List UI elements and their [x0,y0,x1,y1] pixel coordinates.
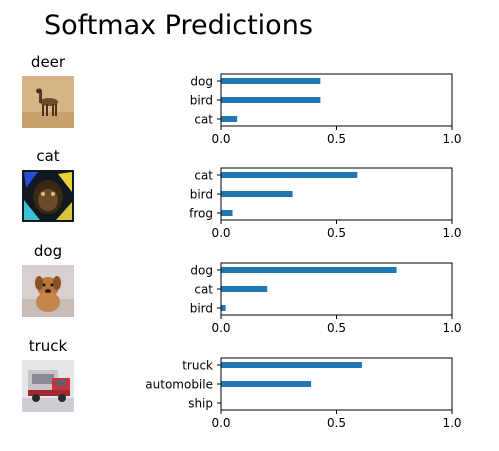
x-tick-label: 1.0 [442,132,461,146]
bar [221,97,321,103]
x-tick-label: 1.0 [442,226,461,240]
truck-thumbnail [22,360,74,412]
bar [221,210,233,216]
bar [221,362,362,368]
cat-thumbnail [22,170,74,222]
x-tick-label: 0.0 [211,321,230,335]
x-tick-label: 0.0 [211,132,230,146]
bar [221,286,268,292]
image-label-truck: truck [28,337,68,355]
y-tick-label: bird [190,302,213,316]
y-tick-label: frog [189,207,213,221]
y-tick-label: cat [194,169,213,183]
x-tick-label: 0.5 [327,416,346,430]
y-tick-label: truck [182,359,213,373]
y-tick-label: ship [188,397,213,411]
y-tick-label: bird [190,94,213,108]
image-label-deer: deer [30,53,66,71]
x-tick-label: 1.0 [442,321,461,335]
bar [221,78,321,84]
bar [221,267,397,273]
y-tick-label: automobile [145,378,213,392]
bar [221,116,238,122]
deer-thumbnail [22,76,74,128]
y-tick-label: cat [194,283,213,297]
bar [221,305,226,311]
y-tick-label: dog [190,264,213,278]
x-tick-label: 0.0 [211,226,230,240]
bar [221,172,358,178]
image-label-cat: cat [36,147,60,165]
x-tick-label: 0.5 [327,226,346,240]
y-tick-label: dog [190,75,213,89]
x-tick-label: 0.0 [211,416,230,430]
dog-thumbnail [22,265,74,317]
bar [221,191,293,197]
x-tick-label: 0.5 [327,132,346,146]
bar [221,381,312,387]
y-tick-label: bird [190,188,213,202]
image-label-dog: dog [33,242,63,260]
x-tick-label: 0.5 [327,321,346,335]
figure-title: Softmax Predictions [44,10,313,41]
x-tick-label: 1.0 [442,416,461,430]
y-tick-label: cat [194,113,213,127]
